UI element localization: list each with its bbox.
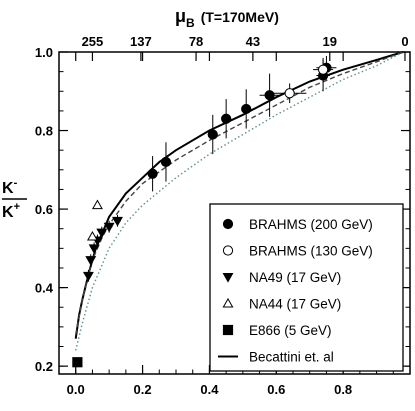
y-label-numerator: K-	[2, 177, 18, 197]
point-na49-17-gev	[103, 222, 115, 233]
point-brahms-200-gev	[160, 156, 172, 168]
point-brahms-200-gev	[221, 113, 232, 124]
top-tick-label: 43	[246, 34, 260, 49]
y-tick-label: 0.4	[35, 281, 54, 296]
legend-marker-swatch	[222, 297, 234, 308]
point-na49-17-gev	[82, 271, 94, 282]
point-e866-5-gev	[72, 357, 83, 368]
point-na49-17-gev	[96, 228, 108, 239]
legend-box	[209, 203, 404, 372]
legend-label: Becattini et. al	[249, 350, 334, 365]
legend-label: BRAHMS (130 GeV)	[249, 244, 373, 259]
y-axis-label: K- K+	[2, 177, 27, 221]
point-na44-17-gev	[86, 230, 98, 241]
point-brahms-130-gev	[284, 88, 295, 99]
legend-marker-swatch	[222, 273, 234, 283]
top-tick-label: 78	[189, 34, 203, 49]
y-tick-label: 1.0	[35, 45, 53, 60]
top-axis-symbol: μ	[175, 6, 186, 26]
top-axis-title: μB (T=170MeV)	[175, 6, 279, 30]
point-brahms-200-gev	[207, 129, 218, 140]
y-label-num-k: K	[2, 180, 14, 197]
legend-label: BRAHMS (200 GeV)	[249, 217, 373, 232]
dashed-model-curve	[75, 51, 404, 335]
y-tick-label: 0.8	[35, 124, 53, 139]
legend-label: NA44 (17 GeV)	[249, 297, 341, 312]
point-brahms-200-gev	[241, 103, 252, 115]
legend-label: NA49 (17 GeV)	[249, 270, 341, 285]
point-brahms-130-gev	[317, 64, 329, 75]
y-label-num-sup: -	[14, 177, 18, 189]
legend-items: BRAHMS (200 GeV) BRAHMS (130 GeV) NA49 (17…	[218, 217, 373, 365]
legend-marker-swatch	[222, 218, 234, 230]
point-brahms-200-gev	[147, 168, 158, 179]
point-na44-17-gev	[91, 199, 103, 210]
y-label-denominator: K+	[2, 201, 20, 221]
point-na49-17-gev	[88, 244, 100, 254]
top-tick-label: 19	[323, 34, 337, 49]
legend: BRAHMS (200 GeV) BRAHMS (130 GeV) NA49 (17…	[209, 203, 404, 372]
y-label-den-sup: +	[14, 201, 20, 213]
axes-layer: 0.0 0.2 0.4 0.6 0.8 0.2 0.4 0.6 0.8 1.0 255 137 78 43…	[35, 34, 410, 397]
x-tick-label: 0.0	[67, 382, 85, 397]
y-label-den-k: K	[2, 204, 14, 221]
point-brahms-200-gev	[264, 90, 275, 101]
top-axis-condition: (T=170MeV)	[201, 9, 279, 25]
x-tick-label: 0.2	[134, 382, 152, 397]
plot-frame	[58, 51, 411, 375]
y-tick-label: 0.2	[35, 359, 53, 374]
top-tick-label: 0	[401, 34, 408, 49]
y-tick-label: 0.6	[35, 202, 53, 217]
data-points-layer	[72, 62, 332, 368]
legend-marker-swatch	[222, 324, 234, 336]
legend-marker-swatch	[222, 245, 234, 256]
x-tick-label: 0.4	[200, 382, 219, 397]
point-na49-17-gev	[85, 256, 97, 266]
top-axis-subscript: B	[186, 16, 195, 30]
x-tick-label: 0.6	[267, 382, 285, 397]
x-tick-label: 0.8	[334, 382, 352, 397]
top-tick-label: 137	[130, 34, 152, 49]
top-tick-label: 255	[82, 34, 104, 49]
legend-label: E866 (5 GeV)	[249, 323, 332, 338]
point-na49-17-gev	[112, 216, 123, 227]
